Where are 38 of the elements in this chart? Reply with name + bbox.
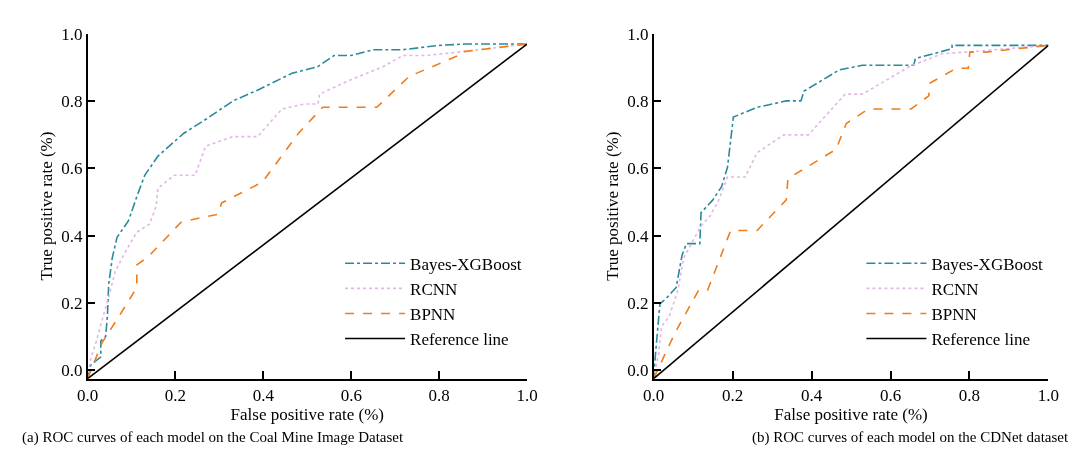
y-tick-label: 0.4 [627,226,650,246]
legend-label: BPNN [410,305,456,325]
legend-label: RCNN [410,279,458,299]
y-tick-label: 0.6 [61,159,83,179]
x-tick-label: 0.4 [800,385,823,405]
x-tick-label: 0.0 [643,385,665,405]
y-tick-label: 0.0 [61,361,83,381]
x-tick-label: 0.2 [164,385,187,405]
y-tick-label: 1.0 [61,24,83,44]
x-tick-label: 0.6 [340,385,362,405]
y-axis-title: True positive rate (%) [603,131,623,281]
y-axis-title: True positive rate (%) [37,131,57,281]
y-tick-label: 0.8 [627,91,649,111]
x-axis-title: False positive rate (%) [230,404,385,424]
x-tick-label: 1.0 [1037,385,1060,405]
legend-label: Reference line [410,330,509,350]
y-tick-label: 0.4 [61,226,83,246]
x-tick-label: 1.0 [516,385,538,405]
y-tick-label: 0.6 [627,159,649,179]
y-tick-label: 0.2 [61,293,83,313]
y-tick-label: 0.2 [627,293,649,313]
x-axis-title: False positive rate (%) [774,404,928,424]
x-tick-label: 0.8 [958,385,981,405]
y-tick-label: 1.0 [627,24,649,44]
y-tick-label: 0.8 [61,91,83,111]
x-tick-label: 0.6 [879,385,902,405]
x-tick-label: 0.2 [721,385,744,405]
legend-label: Bayes-XGBoost [410,254,522,274]
text: (b) ROC curves of each model on the CDNet dataset [752,429,1069,446]
y-tick-label: 0.0 [627,361,649,381]
x-tick-label: 0.0 [76,385,99,405]
text: (a) ROC curves of each model on the Coal Mine Image Dataset [22,429,404,446]
legend-label: Reference line [931,330,1031,350]
x-tick-label: 0.4 [252,385,275,405]
x-tick-label: 0.8 [428,385,450,405]
legend-label: Bayes-XGBoost [931,254,1044,274]
legend-label: RCNN [931,279,979,299]
legend-label: BPNN [931,305,977,325]
